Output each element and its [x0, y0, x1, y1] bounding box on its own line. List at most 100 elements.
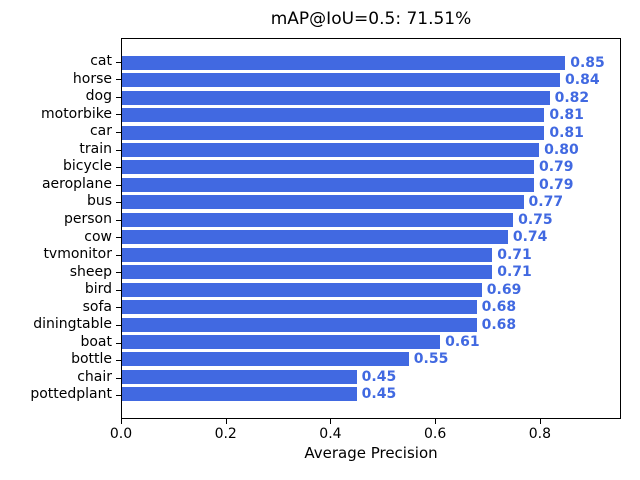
y-tick-label-dog: dog [85, 88, 112, 105]
y-tick-label-car: car [89, 123, 112, 140]
bar-value-chair: 0.45 [361, 368, 397, 385]
bar-bottle [122, 352, 409, 367]
bar-row-bicycle: 0.79 [122, 159, 620, 176]
x-tick-mark-0.2 [225, 419, 227, 424]
y-tick-label-motorbike: motorbike [40, 105, 112, 122]
plot-area: 0.85 0.84 0.82 0.81 0.81 0.80 0.79 0.79 0.77 0.75… [121, 38, 621, 419]
bar-motorbike [122, 108, 545, 123]
x-tick-label-0.8: 0.8 [528, 426, 551, 442]
x-tick-label-0.2: 0.2 [214, 426, 237, 442]
bar-row-pottedplant: 0.45 [122, 386, 620, 403]
y-tick-mark-cow [116, 237, 121, 239]
bar-row-sofa: 0.68 [122, 298, 620, 315]
y-tick-mark-chair [116, 377, 121, 379]
bar-value-motorbike: 0.81 [549, 107, 584, 124]
bar-row-aeroplane: 0.79 [122, 176, 620, 193]
bar-bird [122, 282, 482, 297]
bar-sofa [122, 300, 477, 315]
bar-row-tvmonitor: 0.71 [122, 246, 620, 263]
bar-row-horse: 0.84 [122, 71, 620, 88]
bar-car [122, 125, 545, 140]
bar-row-person: 0.75 [122, 211, 620, 228]
y-tick-label-boat: boat [80, 333, 112, 350]
bar-value-train: 0.80 [544, 141, 579, 158]
x-tick-mark-0.4 [330, 419, 332, 424]
bar-bicycle [122, 160, 534, 175]
bar-value-cow: 0.74 [512, 229, 548, 246]
bar-row-sheep: 0.71 [122, 263, 620, 280]
bar-value-bottle: 0.55 [413, 351, 449, 368]
bar-chair [122, 369, 357, 384]
y-tick-mark-horse [116, 79, 121, 81]
bar-value-sheep: 0.71 [497, 264, 532, 281]
bar-diningtable [122, 317, 477, 332]
x-tick-mark-0.6 [435, 419, 437, 424]
y-tick-label-bird: bird [84, 281, 112, 298]
bar-value-dog: 0.82 [554, 89, 590, 106]
y-tick-label-person: person [64, 210, 112, 227]
bar-cat [122, 55, 566, 70]
y-tick-mark-tvmonitor [116, 254, 121, 256]
bar-row-dog: 0.82 [122, 89, 620, 106]
y-tick-label-pottedplant: pottedplant [30, 386, 112, 403]
bar-pottedplant [122, 387, 357, 402]
y-tick-label-tvmonitor: tvmonitor [43, 246, 112, 263]
bar-row-bus: 0.77 [122, 194, 620, 211]
bar-row-bird: 0.69 [122, 281, 620, 298]
x-tick-mark-0.8 [539, 419, 541, 424]
y-tick-mark-bicycle [116, 167, 121, 169]
y-tick-label-cow: cow [84, 228, 112, 245]
bar-value-person: 0.75 [518, 211, 553, 228]
bar-train [122, 142, 540, 157]
bar-row-diningtable: 0.68 [122, 316, 620, 333]
x-tick-label-0.4: 0.4 [319, 426, 342, 442]
y-tick-mark-dog [116, 96, 121, 98]
bar-row-bottle: 0.55 [122, 351, 620, 368]
y-tick-label-train: train [79, 140, 112, 157]
bar-row-chair: 0.45 [122, 368, 620, 385]
bar-cow [122, 230, 508, 245]
bar-row-car: 0.81 [122, 124, 620, 141]
y-tick-mark-sheep [116, 272, 121, 274]
y-tick-label-diningtable: diningtable [33, 316, 112, 333]
y-tick-mark-cat [116, 61, 121, 63]
y-tick-mark-bus [116, 202, 121, 204]
bar-value-aeroplane: 0.79 [538, 176, 574, 193]
bar-person [122, 212, 514, 227]
bar-row-cow: 0.74 [122, 229, 620, 246]
y-tick-label-sheep: sheep [69, 263, 112, 280]
bar-value-horse: 0.84 [565, 72, 600, 89]
bar-value-cat: 0.85 [570, 54, 605, 71]
y-tick-mark-motorbike [116, 114, 121, 116]
y-tick-mark-car [116, 131, 121, 133]
bar-bus [122, 195, 524, 210]
bar-row-cat: 0.85 [122, 54, 620, 71]
y-tick-label-aeroplane: aeroplane [41, 175, 112, 192]
y-tick-mark-train [116, 149, 121, 151]
y-tick-label-horse: horse [72, 70, 112, 87]
bar-boat [122, 334, 441, 349]
y-tick-mark-person [116, 219, 121, 221]
y-tick-mark-sofa [116, 307, 121, 309]
bar-row-train: 0.80 [122, 141, 620, 158]
bar-value-diningtable: 0.68 [481, 316, 517, 333]
bar-horse [122, 73, 561, 88]
y-tick-label-chair: chair [77, 368, 112, 385]
bar-row-boat: 0.61 [122, 333, 620, 350]
y-tick-mark-aeroplane [116, 184, 121, 186]
y-tick-label-cat: cat [90, 53, 112, 69]
bar-value-pottedplant: 0.45 [361, 386, 397, 403]
bar-value-tvmonitor: 0.71 [497, 246, 532, 263]
y-tick-label-bicycle: bicycle [63, 158, 112, 175]
y-tick-mark-diningtable [116, 325, 121, 327]
x-axis-label: Average Precision [304, 444, 438, 462]
bar-aeroplane [122, 177, 534, 192]
chart-title: mAP@IoU=0.5: 71.51% [270, 9, 472, 29]
bar-value-car: 0.81 [549, 124, 584, 141]
y-axis-labels: cat horse dog motorbike car train bicycle aerop… [0, 53, 112, 404]
bar-tvmonitor [122, 247, 493, 262]
bar-value-bird: 0.69 [486, 281, 522, 298]
bar-row-motorbike: 0.81 [122, 106, 620, 123]
y-tick-label-bus: bus [86, 193, 112, 210]
